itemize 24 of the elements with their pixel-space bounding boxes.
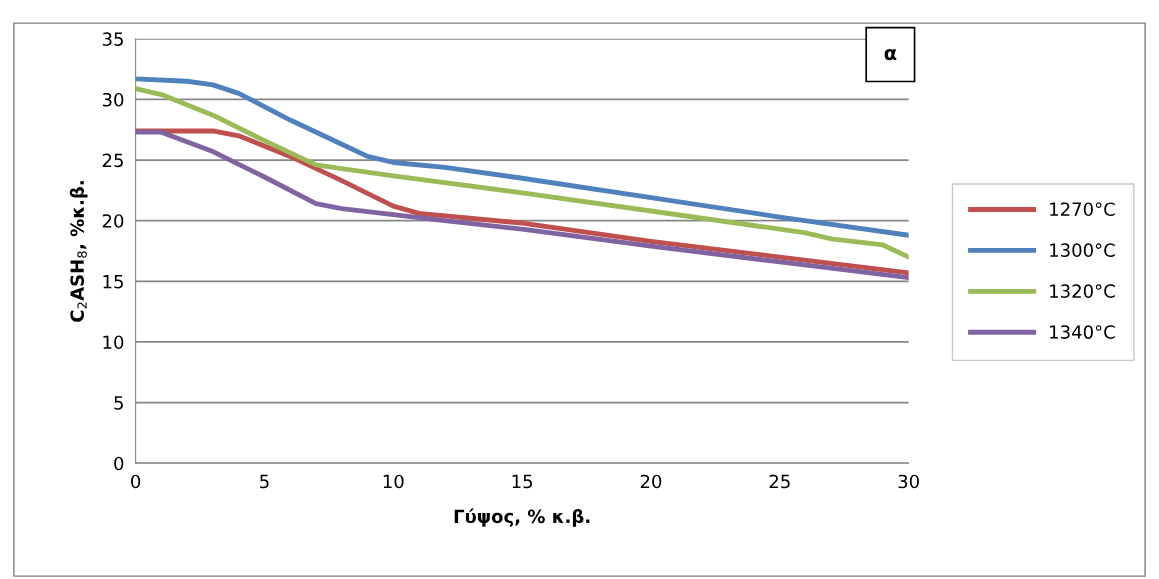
x-tick-label: 0 [131, 474, 141, 489]
y-tick-label: 0 [114, 456, 124, 471]
x-tick-label: 25 [769, 474, 790, 489]
x-tick-label: 5 [260, 474, 269, 489]
legend-label: 1300°C [1050, 243, 1115, 257]
line-series [135, 86, 909, 260]
x-tick-label: 10 [383, 474, 404, 489]
x-tick-label: 30 [898, 474, 919, 489]
x-tick-label: 15 [512, 474, 533, 489]
y-tick-label: 10 [103, 335, 124, 350]
y-tick-label: 30 [102, 92, 124, 107]
line-series [135, 76, 909, 238]
x-tick-label: 20 [640, 474, 662, 489]
annotation: α [884, 49, 897, 61]
y-tick-label: 25 [102, 153, 123, 168]
y-tick-label: 15 [103, 275, 123, 289]
legend-label: 1270°C [1050, 202, 1115, 217]
y-tick-label: 5 [114, 396, 123, 410]
legend-label: 1320°C [1050, 284, 1115, 298]
y-tick-label: 20 [102, 214, 124, 228]
y-axis-title: C$_{2}$ASH$_{8}$, %κ.β. [69, 181, 88, 322]
y-tick-label: 35 [102, 32, 123, 46]
legend-label: 1340°C [1050, 325, 1115, 339]
x-axis-title: Γύψος, % κ.β. [454, 508, 590, 527]
